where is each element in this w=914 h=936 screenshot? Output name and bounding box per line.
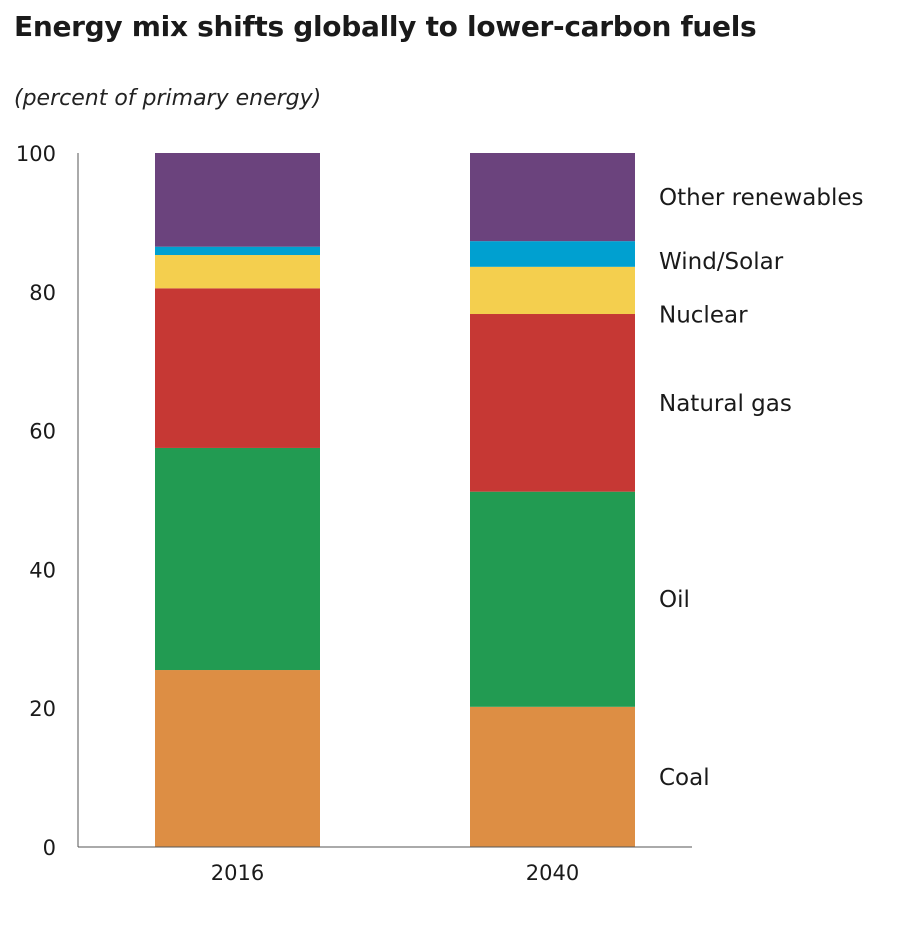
bar-segment-coal-2016 (155, 670, 320, 847)
bar-segment-other-renewables-2016 (155, 153, 320, 247)
legend-label: Other renewables (659, 185, 863, 211)
x-tick-label: 2016 (211, 861, 264, 885)
legend-label: Coal (659, 765, 710, 791)
y-tick-label: 60 (29, 420, 56, 444)
x-tick-label: 2040 (526, 861, 579, 885)
bar-segment-natural-gas-2040 (470, 314, 635, 492)
bar-segment-nuclear-2016 (155, 255, 320, 289)
bar-segment-natural-gas-2016 (155, 288, 320, 448)
bar-segment-oil-2016 (155, 447, 320, 671)
bar-segment-wind-solar-2040 (470, 241, 635, 267)
y-tick-label: 40 (29, 558, 56, 582)
legend-label: Wind/Solar (659, 249, 784, 275)
legend-label: Nuclear (659, 303, 748, 329)
bar-segment-other-renewables-2040 (470, 153, 635, 242)
legend-label: Natural gas (659, 391, 792, 417)
bar-segment-coal-2040 (470, 706, 635, 847)
chart-subtitle: (percent of primary energy) (14, 86, 322, 111)
y-tick-label: 80 (29, 281, 56, 305)
bar-segment-wind-solar-2016 (155, 246, 320, 256)
bar-segment-nuclear-2040 (470, 266, 635, 315)
chart-title: Energy mix shifts globally to lower-carb… (14, 10, 757, 43)
y-tick-label: 0 (43, 836, 56, 860)
bar-segment-oil-2040 (470, 491, 635, 707)
y-tick-label: 20 (29, 697, 56, 721)
y-tick-label: 100 (16, 142, 56, 166)
legend-label: Oil (659, 587, 690, 613)
